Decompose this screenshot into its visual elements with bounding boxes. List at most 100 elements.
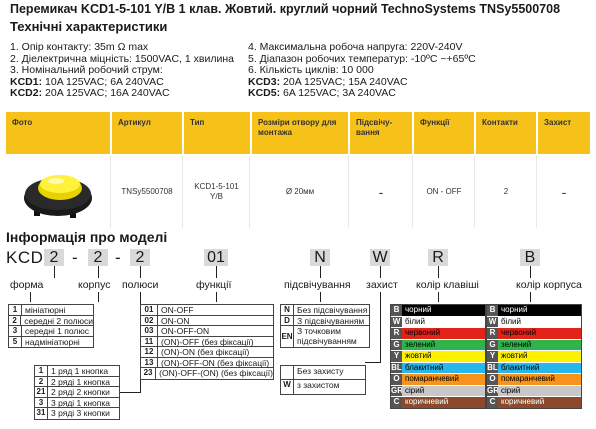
code-kolir-korp: B [520, 249, 540, 266]
color-code: GR [391, 385, 403, 396]
color-code: R [391, 328, 402, 339]
color-code: B [391, 305, 402, 316]
product-table: Фото Артикул Тип Розміри отвору для монт… [6, 112, 590, 228]
color-swatch-row: GR сірий [391, 385, 485, 397]
color-code: R [487, 328, 498, 339]
functions-list: 01 ON-OFF 02 ON-ON 03 ON-OFF-ON 11 (ON)-OFF … [140, 304, 274, 380]
color-name: помаранчевий [498, 374, 581, 385]
switch-photo-icon [24, 175, 92, 218]
color-name: чорний [402, 305, 485, 316]
spec-item: 1. Опір контакту: 35m Ω max [10, 41, 149, 53]
specs-right: 4. Максимальна робоча напруга: 220V-240V… [248, 41, 476, 100]
label-funktsii: функції [196, 279, 232, 291]
forma-list: 1 мініатюрні 2 середні 2 полюси 3 середні 1… [8, 304, 94, 348]
code-korpus: 2 [88, 249, 108, 266]
color-swatch-row: BL блакитний [487, 362, 581, 374]
table-header-article: Артикул [112, 112, 182, 154]
code-dash: - [72, 248, 79, 267]
table-header-size: Розміри отвору для монтажа [252, 112, 348, 154]
table-header-light: Підсвічу-вання [350, 112, 412, 154]
color-code: GR [487, 385, 499, 396]
product-article: TNSy5500708 [112, 156, 183, 228]
code-kolir-klav: R [428, 249, 448, 266]
color-code: W [487, 316, 498, 327]
table-header-type: Тип [184, 112, 250, 154]
spec-item: 5. Діапазон робочих температур: -10ºC ~+… [248, 52, 476, 65]
color-code: BL [391, 362, 402, 373]
color-swatch-row: BL блакитний [391, 362, 485, 374]
code-polusy: 2 [130, 249, 150, 266]
model-heading: Інформація про моделі [6, 229, 168, 245]
color-name: білий [402, 316, 485, 327]
spec-item: 2. Діелектрична міцність: 1500VAC, 1 хви… [10, 52, 234, 65]
color-name: червоний [498, 328, 581, 339]
color-code: C [487, 397, 498, 408]
spec-item: 3. Номінальний робочий струм: [10, 64, 163, 76]
label-pidsv: підсвічування [284, 279, 351, 291]
product-functions: ON - OFF [414, 156, 475, 228]
code-forma: 2 [44, 249, 64, 266]
spec-kcd5: KCD5: 6A 125VAC; 3A 240VAC [248, 87, 396, 99]
product-light: - [350, 156, 413, 228]
table-header-functions: Функції [414, 112, 474, 154]
tech-heading: Технічні характеристики [10, 19, 168, 34]
code-dash: - [115, 248, 122, 267]
table-header-protection: Захист [538, 112, 590, 154]
label-kolir-klav: колір клавіші [416, 279, 479, 291]
color-code: B [487, 305, 498, 316]
product-type: KCD1-5-101 Y/B [184, 156, 250, 228]
color-code: Y [487, 351, 498, 362]
color-code: Y [391, 351, 402, 362]
color-code: BL [487, 362, 498, 373]
spec-kcd1: KCD1: 10A 125VAC; 6A 240VAC [10, 75, 164, 88]
spec-kcd3: KCD3: 20A 125VAC; 15A 240VAC [248, 75, 408, 88]
color-code: O [391, 374, 402, 385]
product-size: Ø 20мм [252, 156, 349, 228]
label-forma: форма [10, 279, 44, 291]
color-name: жовтий [498, 351, 581, 362]
product-protection: - [538, 156, 590, 228]
color-name: червоний [402, 328, 485, 339]
color-code: G [487, 339, 498, 350]
color-name: помаранчевий [402, 374, 485, 385]
code-pidsv: N [310, 249, 330, 266]
code-zakhyst: W [370, 249, 390, 266]
color-name: сірий [498, 385, 581, 396]
color-name: білий [498, 316, 581, 327]
spec-item: 4. Максимальна робоча напруга: 220V-240V [248, 41, 463, 53]
product-photo [6, 156, 111, 228]
code-funktsii: 01 [204, 249, 228, 266]
spec-kcd2: KCD2: 20A 125VAC; 16A 240VAC [10, 87, 170, 99]
color-code: W [391, 316, 402, 327]
label-zakhyst: захист [366, 279, 398, 291]
product-contacts: 2 [476, 156, 537, 228]
color-swatch-row: GR сірий [487, 385, 581, 397]
color-name: блакитний [402, 362, 485, 373]
specs-left: 1. Опір контакту: 35m Ω max 2. Діелектри… [10, 41, 234, 100]
color-code: O [487, 374, 498, 385]
table-header-photo: Фото [6, 112, 110, 154]
label-korpus: корпус [78, 279, 111, 291]
color-name: чорний [498, 305, 581, 316]
color-code: G [391, 339, 402, 350]
page-title: Перемикач KCD1-5-101 Y/B 1 клав. Жовтий.… [10, 2, 561, 16]
color-name: зелений [498, 339, 581, 350]
spec-item: 6. Кількість циклів: 10 000 [248, 64, 374, 76]
